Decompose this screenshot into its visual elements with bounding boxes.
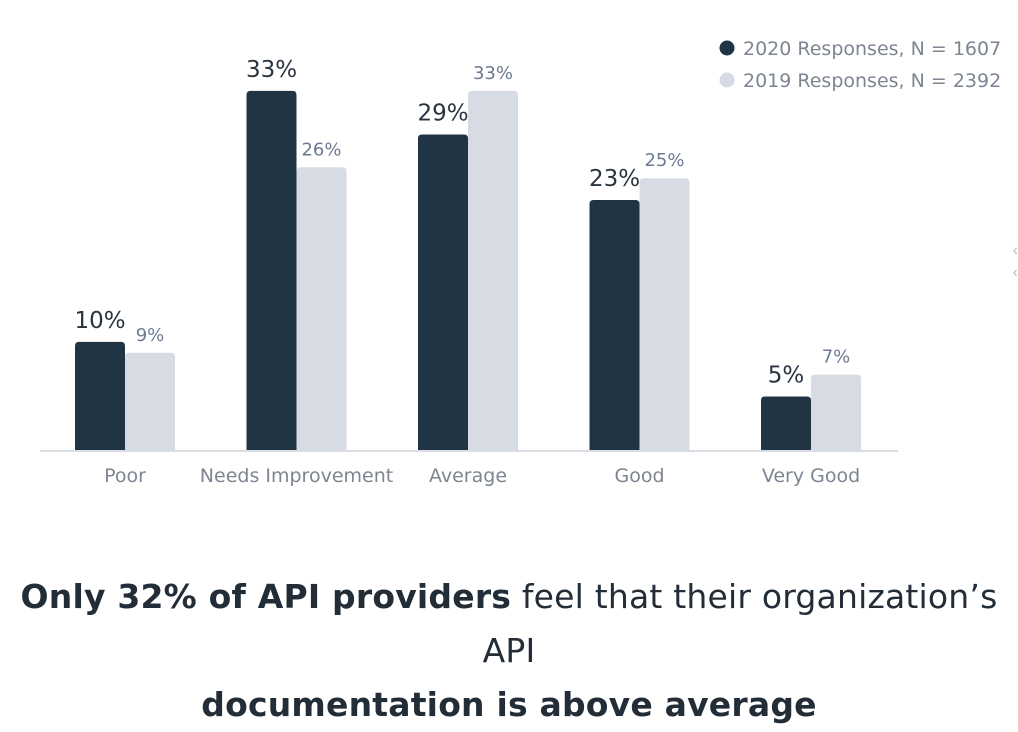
data-label-2020-average: 29% <box>417 101 468 127</box>
caption-bold-1: Only 32% of API providers <box>20 577 512 616</box>
caption-normal-1: feel that their organization’s API <box>482 577 998 670</box>
legend-label-2020: 2020 Responses, N = 1607 <box>743 38 1001 60</box>
bar-2020-needs-improvement <box>246 90 297 451</box>
data-label-2019-very-good: 7% <box>822 347 851 368</box>
x-tick-label-needs-improvement: Needs Improvement <box>200 465 393 487</box>
legend: 2020 Responses, N = 1607 2019 Responses, … <box>719 38 1001 92</box>
data-label-2020-poor: 10% <box>74 308 125 334</box>
bar-2019-needs-improvement <box>296 167 347 451</box>
data-label-2019-needs-improvement: 26% <box>301 139 341 160</box>
data-label-2019-good: 25% <box>644 150 684 171</box>
legend-swatch-2020 <box>719 40 735 56</box>
x-tick-label-very-good: Very Good <box>762 465 860 487</box>
partial-arrow-icon: ‹ ‹ <box>1012 242 1018 281</box>
x-tick-label-good: Good <box>614 465 664 487</box>
data-label-2020-good: 23% <box>589 166 640 192</box>
chart-caption: Only 32% of API providers feel that thei… <box>0 570 1018 732</box>
bar-2020-poor <box>75 341 125 451</box>
legend-swatch-2019 <box>719 72 735 88</box>
data-label-2019-poor: 9% <box>136 325 165 346</box>
bar-2020-good <box>589 200 640 451</box>
x-tick-label-average: Average <box>429 465 507 487</box>
bar-2020-very-good <box>761 396 811 451</box>
bar-2019-very-good <box>811 374 861 451</box>
data-label-2019-average: 33% <box>473 63 513 84</box>
bar-2020-average <box>418 134 468 451</box>
bar-2019-good <box>639 178 690 452</box>
bar-2019-poor <box>125 352 175 451</box>
x-tick-label-poor: Poor <box>104 465 146 487</box>
data-label-2020-needs-improvement: 33% <box>246 57 297 83</box>
data-label-2020-very-good: 5% <box>768 362 805 388</box>
caption-bold-2: documentation is above average <box>201 685 817 724</box>
legend-label-2019: 2019 Responses, N = 2392 <box>743 70 1001 92</box>
bar-2019-average <box>468 90 518 451</box>
